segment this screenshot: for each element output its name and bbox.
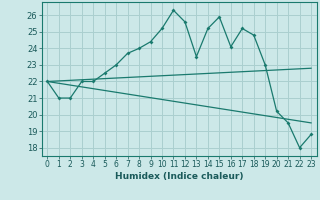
X-axis label: Humidex (Indice chaleur): Humidex (Indice chaleur) [115,172,244,181]
